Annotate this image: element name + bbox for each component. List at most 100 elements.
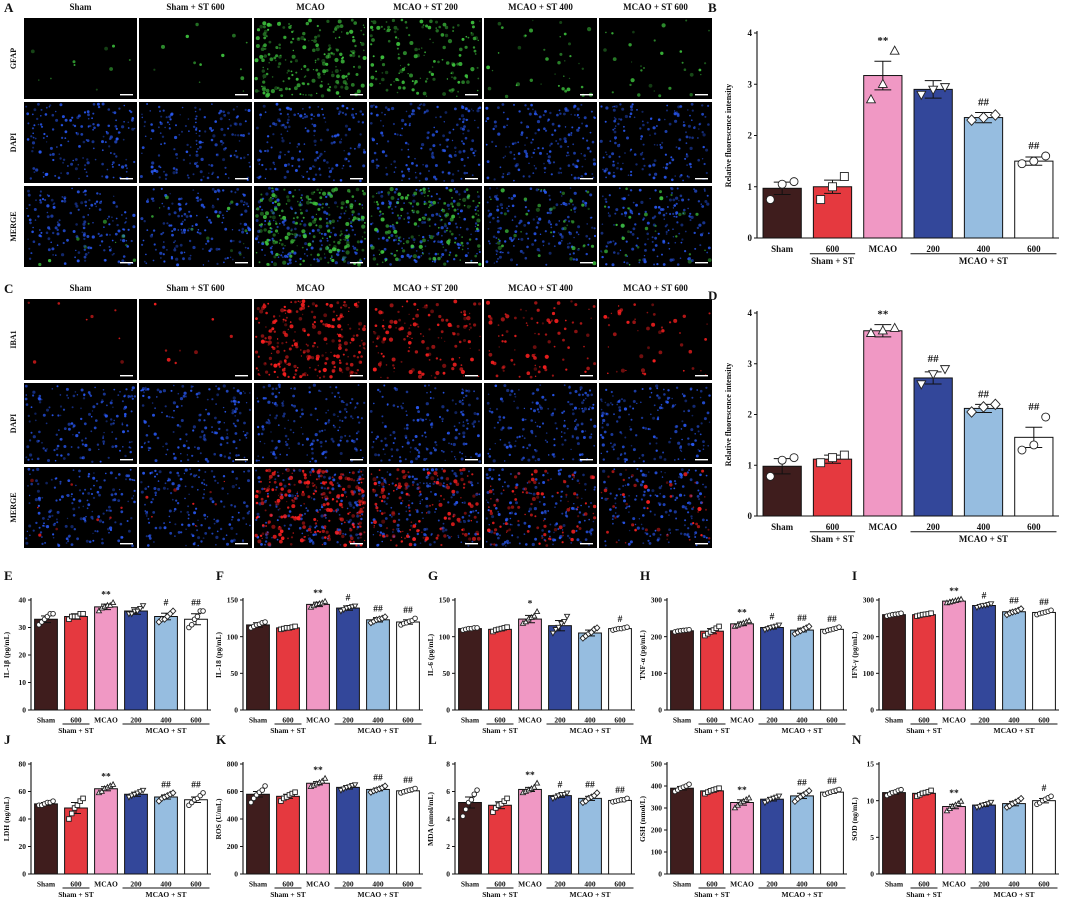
marker-signal <box>291 94 293 96</box>
dapi-nucleus <box>554 408 556 410</box>
dapi-nucleus <box>153 541 155 543</box>
dapi-nucleus <box>33 124 35 126</box>
dapi-nucleus <box>234 122 237 125</box>
marker-signal <box>283 189 285 191</box>
dapi-nucleus <box>609 140 611 142</box>
marker-signal <box>269 329 273 333</box>
dapi-nucleus <box>328 167 330 169</box>
dapi-nucleus <box>569 232 572 235</box>
marker-signal <box>286 203 288 205</box>
marker-signal <box>341 58 343 60</box>
marker-signal <box>492 70 493 71</box>
dapi-nucleus <box>647 122 649 124</box>
dapi-nucleus <box>684 459 686 461</box>
dapi-nucleus <box>666 231 668 233</box>
marker-signal <box>263 67 264 68</box>
dapi-nucleus <box>84 249 86 251</box>
dapi-nucleus <box>96 403 98 405</box>
dapi-nucleus <box>600 434 602 436</box>
dapi-nucleus <box>169 471 172 474</box>
dapi-nucleus <box>83 238 85 240</box>
dapi-nucleus <box>38 124 40 126</box>
marker-signal <box>625 370 626 371</box>
dapi-nucleus <box>604 170 607 173</box>
marker-signal <box>313 316 316 319</box>
marker-signal <box>448 39 452 43</box>
dapi-nucleus <box>324 429 326 431</box>
dapi-nucleus <box>104 259 107 262</box>
dapi-nucleus <box>297 113 299 115</box>
marker-signal <box>292 253 293 254</box>
dapi-nucleus <box>257 235 259 237</box>
dapi-nucleus <box>545 440 547 442</box>
marker-signal <box>261 86 263 88</box>
dapi-nucleus <box>92 113 94 115</box>
marker-signal <box>477 210 478 211</box>
dapi-nucleus <box>187 229 189 231</box>
dapi-nucleus <box>626 241 628 243</box>
dapi-nucleus <box>111 248 112 249</box>
marker-signal <box>306 201 310 205</box>
dapi-nucleus <box>275 456 278 459</box>
marker-signal <box>695 213 698 216</box>
dapi-nucleus <box>278 384 281 387</box>
dapi-nucleus <box>159 526 162 529</box>
dapi-nucleus <box>93 127 96 130</box>
dapi-nucleus <box>173 148 175 150</box>
dapi-nucleus <box>60 405 62 407</box>
dapi-nucleus <box>212 500 215 503</box>
marker-signal <box>288 329 289 330</box>
marker-signal <box>263 78 264 79</box>
dapi-nucleus <box>169 510 172 513</box>
dapi-nucleus <box>175 169 178 172</box>
dapi-nucleus <box>110 152 112 154</box>
dapi-nucleus <box>528 444 531 447</box>
marker-signal <box>312 345 315 348</box>
dapi-nucleus <box>52 388 54 390</box>
dapi-nucleus <box>457 170 459 172</box>
dapi-nucleus <box>215 403 216 404</box>
dapi-nucleus <box>223 262 225 264</box>
micrograph-tile <box>484 299 597 380</box>
dapi-nucleus <box>405 164 407 166</box>
dapi-nucleus <box>421 143 424 146</box>
marker-signal <box>129 59 131 61</box>
marker-signal <box>347 78 348 79</box>
dapi-nucleus <box>245 247 247 249</box>
tile-background <box>24 102 137 183</box>
marker-signal <box>565 369 567 371</box>
dapi-nucleus <box>631 419 633 421</box>
dapi-nucleus <box>162 136 164 138</box>
dapi-nucleus <box>226 429 229 432</box>
dapi-nucleus <box>601 426 603 428</box>
marker-signal <box>299 223 301 225</box>
dapi-nucleus <box>217 198 219 200</box>
dapi-nucleus <box>313 116 315 118</box>
dapi-nucleus <box>358 213 361 216</box>
dapi-nucleus <box>685 131 687 133</box>
dapi-nucleus <box>435 164 438 167</box>
dapi-nucleus <box>25 398 28 401</box>
dapi-nucleus <box>563 137 566 140</box>
dapi-nucleus <box>535 460 537 462</box>
dapi-nucleus <box>41 536 43 538</box>
dapi-nucleus <box>32 147 34 149</box>
dapi-nucleus <box>618 118 620 120</box>
dapi-nucleus <box>334 426 336 428</box>
dapi-nucleus <box>268 384 271 387</box>
marker-signal <box>486 66 490 70</box>
dapi-nucleus <box>507 427 510 430</box>
dapi-nucleus <box>45 113 48 116</box>
dapi-nucleus <box>473 390 475 392</box>
dapi-nucleus <box>565 126 566 127</box>
marker-signal <box>412 318 414 320</box>
marker-signal <box>538 189 539 190</box>
tile-background <box>24 383 137 464</box>
marker-signal <box>372 20 376 24</box>
dapi-nucleus <box>302 158 304 160</box>
marker-signal <box>472 216 475 219</box>
dapi-nucleus <box>174 457 177 460</box>
dapi-nucleus <box>678 233 680 235</box>
marker-signal <box>334 248 336 250</box>
dapi-nucleus <box>181 478 183 480</box>
